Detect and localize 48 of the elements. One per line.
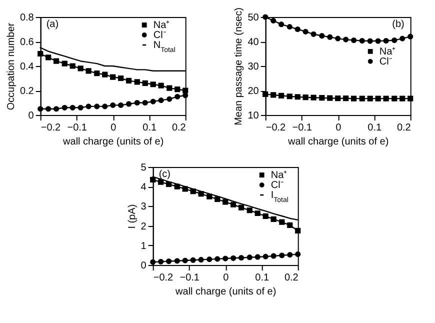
x-tick-label: −0.1 [292,122,312,134]
annotation: (a) [46,19,59,30]
y-tick-label: 5 [140,162,147,174]
x-tick-label: −0.2 [153,272,174,284]
legend-label: Cl⁻ [153,30,167,41]
annotation: (c) [158,169,171,180]
x-tick-label: 0.2 [172,122,186,134]
x-axis-title: wall charge (units of e) [287,136,389,148]
x-tick-label: 0.1 [142,122,157,134]
y-axis-title: Mean passage time (nsec) [234,8,245,126]
y-tick-label: 4 [140,182,147,194]
x-tick-label: −0.2 [40,122,62,134]
y-tick-label: 40 [248,37,260,48]
y-tick-label: 0.4 [20,62,34,72]
y-tick-label: 50 [248,12,260,24]
legend-label: Na⁺ [153,20,170,31]
x-axis-title: wall charge (units of e) [62,136,164,148]
x-tick-label: 0 [110,122,117,134]
y-axis-title: I (pA) [126,204,138,229]
x-tick-label: −0.2 [266,122,286,134]
y-tick-label: 30 [248,62,260,72]
x-axis-title: wall charge (units of e) [174,286,276,298]
legend-label: N$_{Total}$ [153,40,176,54]
y-tick-label: 1 [140,240,147,252]
x-tick-label: 0.2 [284,272,299,284]
y-tick-label: 2 [140,221,147,232]
y-axis-title: Occupation number [6,22,17,110]
x-tick-label: 0 [336,122,342,134]
legend-label: Na⁺ [379,46,396,58]
x-tick-label: 0 [223,272,230,284]
y-tick-label: 0 [28,110,34,122]
legend-label: Na⁺ [270,170,288,181]
y-tick-label: 0 [140,260,147,272]
x-tick-label: 0.1 [368,122,382,134]
annotation: (b) [392,19,404,30]
y-tick-label: 10 [248,110,260,122]
legend-label: I$_{Total}$ [270,190,289,204]
legend-label: Cl⁻ [270,180,284,191]
y-tick-label: 3 [140,202,147,213]
y-tick-label: 0.8 [20,12,34,24]
y-tick-label: 20 [248,86,260,97]
x-tick-label: 0.1 [255,272,270,284]
legend-label: Cl⁻ [379,56,393,68]
x-tick-label: −0.1 [180,272,200,284]
y-tick-label: 0.6 [20,37,34,48]
x-tick-label: −0.1 [67,122,88,134]
y-tick-label: 0.2 [20,86,34,97]
x-tick-label: 0.2 [396,122,412,134]
